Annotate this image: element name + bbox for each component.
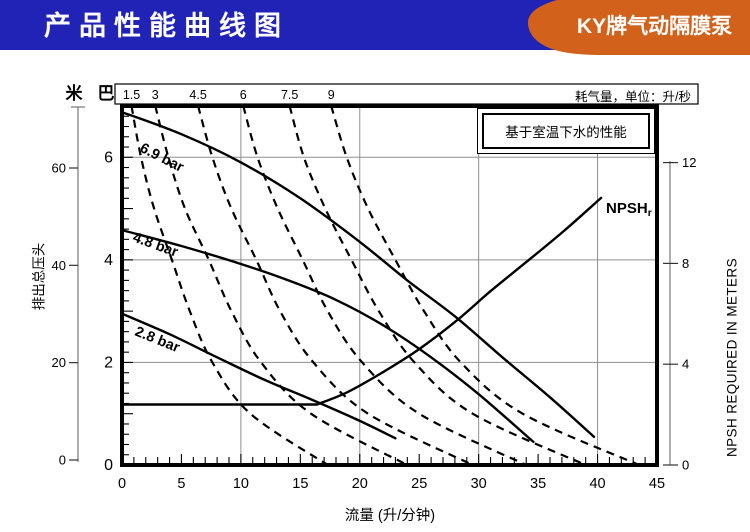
- npsh-tick-label: 4: [682, 357, 689, 372]
- bar-tick-label: 0: [104, 457, 113, 474]
- air-curve-6: [242, 105, 527, 466]
- left-axis-title: 排出总压头: [31, 242, 47, 311]
- air-consumption-unit-label: 耗气量，单位：升/秒: [575, 90, 691, 104]
- npsh-tick-label: 12: [682, 155, 696, 170]
- x-tick-label: 30: [471, 476, 487, 492]
- header-orange-shape: [527, 0, 750, 55]
- x-tick-label: 45: [649, 476, 665, 492]
- x-tick-label: 25: [411, 476, 427, 492]
- air-curve-7.5: [288, 105, 587, 467]
- bar-unit-label: 巴: [97, 84, 115, 103]
- air-axis-value: 7.5: [281, 88, 298, 102]
- air-axis-value: 1.5: [123, 88, 140, 102]
- x-axis-labels: 0 5 10 15 20 25 30 35 40 45: [118, 476, 665, 492]
- npsh-tick-label: 0: [682, 458, 689, 473]
- page-title: 产品性能曲线图: [44, 11, 289, 41]
- meters-axis: 0 20 40 60: [52, 106, 85, 468]
- bar-tick-label: 6: [104, 149, 113, 166]
- meters-tick-label: 40: [52, 258, 66, 273]
- curve-2-8-bar: [120, 312, 397, 440]
- bar-tick-label: 4: [104, 252, 113, 269]
- curve-4-8-bar: [120, 228, 535, 444]
- bar-axis-labels: 0 2 4 6: [104, 149, 113, 474]
- air-axis-value: 9: [328, 88, 335, 102]
- note-text: 基于室温下水的性能: [482, 113, 650, 149]
- right-axis-title: NPSH REQUIRED IN METERS: [724, 258, 740, 457]
- curve-6-9-bar: [120, 111, 596, 438]
- x-tick-label: 5: [177, 476, 185, 492]
- note-box: 基于室温下水的性能: [477, 108, 655, 154]
- plot-background: [122, 106, 657, 465]
- x-axis-title: 流量 (升/分钟): [344, 508, 436, 524]
- meters-tick-label: 60: [52, 161, 66, 176]
- npsh-axis: 0 4 8 12: [663, 155, 696, 473]
- air-axis-value: 6: [240, 88, 247, 102]
- air-curve-4.5: [197, 105, 474, 466]
- npsh-tick-label: 8: [682, 256, 689, 271]
- air-axis-strip: 1.5 3 4.5 6 7.5 9: [114, 83, 699, 105]
- plot-border: [120, 104, 659, 467]
- brand-label: KY牌气动隔膜泵: [576, 15, 733, 38]
- meters-tick-label: 20: [52, 355, 66, 370]
- air-axis-value: 4.5: [189, 88, 206, 102]
- air-curve-3: [154, 105, 408, 466]
- curve-npshr: [120, 196, 603, 406]
- x-tick-label: 35: [530, 476, 546, 492]
- meters-unit-label: 米: [65, 84, 83, 103]
- air-curve-1.5: [130, 105, 329, 466]
- x-tick-label: 40: [589, 476, 605, 492]
- x-tick-label: 10: [233, 476, 249, 492]
- air-axis-value: 3: [152, 88, 159, 102]
- meters-tick-label: 0: [59, 453, 66, 468]
- npshr-curve-label: NPSHr: [606, 200, 652, 219]
- x-tick-label: 15: [292, 476, 308, 492]
- bar-tick-label: 2: [104, 354, 113, 371]
- x-tick-label: 20: [352, 476, 368, 492]
- x-tick-label: 0: [118, 476, 126, 492]
